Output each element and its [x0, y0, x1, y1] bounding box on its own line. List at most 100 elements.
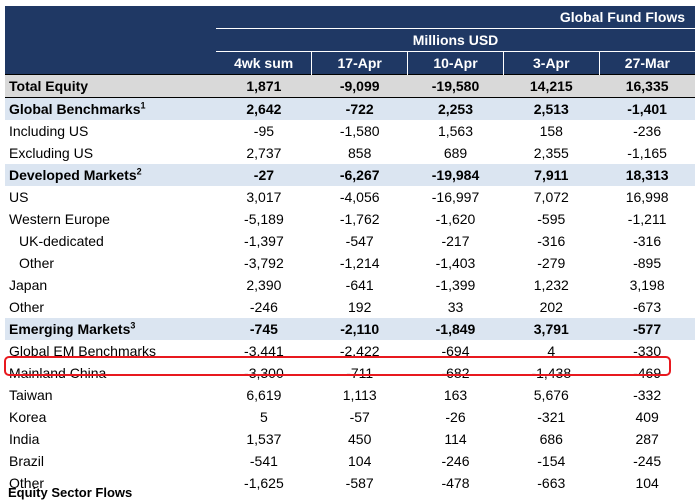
table-cell: -694 [441, 343, 470, 359]
table-cell: -3,792 [244, 255, 284, 271]
table-cell: -1,397 [244, 233, 284, 249]
table-cell: 114 [444, 431, 467, 447]
table-row: Excluding US 2,737 858 689 2,355 -1,165 [5, 142, 695, 164]
table-row: Taiwan 6,619 1,113 163 5,676 -332 [5, 384, 695, 406]
fund-flows-table: Global Fund Flows Millions USD 4wk sum 1… [5, 6, 696, 494]
table-cell: -1,762 [339, 211, 380, 227]
table-cell: -236 [633, 123, 662, 139]
table-cell: -217 [441, 233, 470, 249]
column-header: 27-Mar [598, 51, 696, 75]
table-cell: -1,165 [627, 145, 667, 161]
row-label: Global EM Benchmarks [5, 340, 216, 362]
table-cell: -154 [537, 453, 566, 469]
row-label-text: Brazil [9, 453, 45, 469]
row-label: Total Equity [5, 74, 216, 98]
table-cell: -2,110 [311, 318, 408, 340]
table-cell: 18,313 [599, 164, 696, 186]
row-label: Other [5, 252, 216, 274]
table-cell: 5 [260, 409, 268, 425]
table-cell: -316 [537, 233, 566, 249]
table-cell: 14,215 [503, 74, 600, 98]
table-cell: -6,267 [311, 164, 408, 186]
header-title-row: Global Fund Flows [5, 6, 696, 75]
row-label: Excluding US [5, 142, 216, 164]
table-cell: -641 [345, 277, 374, 293]
footnote-marker: 1 [140, 100, 146, 111]
table-cell: -722 [311, 97, 408, 120]
table-cell: -95 [253, 123, 275, 139]
table-cell: -19,984 [407, 164, 504, 186]
row-label-text: Excluding US [9, 145, 94, 161]
row-label: US [5, 186, 216, 208]
table-cell: -3,441 [244, 343, 284, 359]
header-corner [5, 6, 216, 75]
table-row: Including US -95 -1,580 1,563 158 -236 [5, 120, 695, 142]
table-cell: -246 [441, 453, 470, 469]
row-label: Developed Markets2 [5, 164, 216, 186]
row-label-text: Including US [9, 123, 89, 139]
row-label-text: Global Benchmarks [9, 101, 141, 117]
table-cell: 7,911 [503, 164, 600, 186]
table-cell: 6,619 [246, 387, 282, 403]
table-cell: -1,401 [599, 97, 696, 120]
table-title: Global Fund Flows [216, 6, 696, 29]
column-header: 3-Apr [502, 51, 600, 75]
table-cell: 163 [443, 387, 468, 403]
table-row: Western Europe -5,189 -1,762 -1,620 -595 -1,2… [5, 208, 695, 230]
row-label: Western Europe [5, 208, 216, 230]
fund-flows-table-wrapper: Global Fund Flows Millions USD 4wk sum 1… [5, 6, 696, 494]
table-cell: 7,072 [533, 189, 569, 205]
table-cell: -9,099 [311, 74, 408, 98]
table-cell: 16,998 [625, 189, 669, 205]
table-cell: -2,422 [339, 343, 380, 359]
table-cell: -673 [633, 299, 662, 315]
table-cell: -1,620 [435, 211, 476, 227]
row-label-text: Total Equity [9, 78, 89, 94]
table-cell: -321 [537, 409, 566, 425]
table-cell: -469 [633, 365, 662, 381]
table-cell: 2,642 [216, 97, 312, 120]
table-cell: -1,438 [531, 365, 572, 381]
table-row: Other -3,792 -1,214 -1,403 -279 -895 [5, 252, 695, 274]
table-cell: 2,390 [246, 277, 282, 293]
table-cell: 287 [635, 431, 659, 447]
table-cell: -27 [216, 164, 312, 186]
table-row: Total Equity 1,871 -9,099 -19,580 14,215 16,3… [5, 74, 696, 98]
table-cell: 158 [539, 123, 563, 139]
row-label: India [5, 428, 216, 450]
row-label-text: India [9, 431, 40, 447]
row-label-text: Other [9, 475, 45, 491]
table-row: UK-dedicated -1,397 -547 -217 -316 -316 [5, 230, 695, 252]
table-cell: -332 [633, 387, 662, 403]
footnote-marker: 3 [130, 320, 136, 331]
table-cell: -1,625 [244, 475, 284, 491]
table-cell: -587 [345, 475, 374, 491]
table-cell: -245 [633, 453, 662, 469]
table-cell: 3,198 [629, 277, 665, 293]
row-label: Global Benchmarks1 [5, 97, 216, 120]
table-cell: -663 [537, 475, 566, 491]
row-label: Taiwan [5, 384, 216, 406]
row-label-text: Developed Markets [9, 167, 137, 183]
table-cell: -1,399 [435, 277, 476, 293]
row-label-text: Taiwan [9, 387, 53, 403]
table-row: Global Benchmarks1 2,642 -722 2,253 2,513 -1,… [5, 97, 696, 120]
mainland-china-highlight-box [4, 356, 671, 376]
table-cell: 104 [635, 475, 659, 491]
table-cell: -1,211 [627, 211, 667, 227]
row-label: Other [5, 296, 216, 318]
table-cell: 4 [547, 343, 556, 359]
table-cell: -26 [445, 409, 466, 425]
table-row: Mainland China -3,300 -711 -682 -1,438 -469 [5, 362, 695, 384]
table-cell: -1,580 [339, 123, 380, 139]
row-label-text: Emerging Markets [9, 321, 131, 337]
table-cell: 686 [539, 431, 563, 447]
column-header: 17-Apr [311, 51, 408, 75]
table-cell: -478 [441, 475, 470, 491]
table-cell: 689 [443, 145, 468, 161]
row-label: Other [5, 472, 216, 494]
table-cell: 450 [348, 431, 372, 447]
table-cell: -19,580 [407, 74, 504, 98]
table-cell: -547 [345, 233, 374, 249]
table-row: US 3,017 -4,056 -16,997 7,072 16,998 [5, 186, 695, 208]
